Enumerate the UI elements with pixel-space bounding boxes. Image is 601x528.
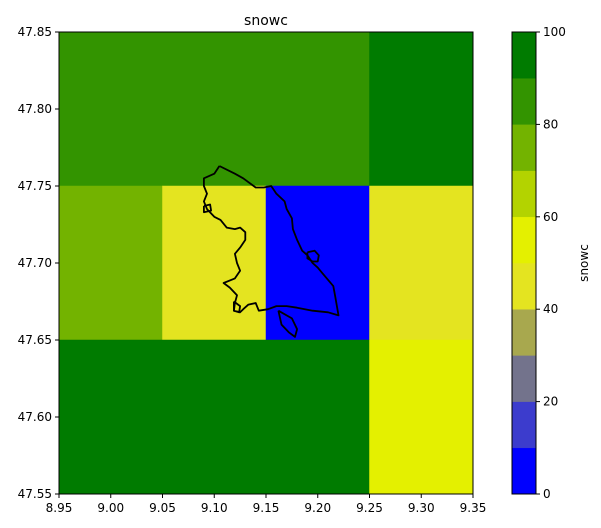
colorbar-band	[511, 262, 537, 310]
chart-title: snowc	[244, 13, 288, 29]
x-tick-label: 9.35	[460, 501, 487, 515]
x-tick-label: 8.95	[46, 501, 73, 515]
colorbar-band	[511, 124, 537, 171]
colorbar-band	[511, 355, 537, 402]
colorbar-band	[511, 401, 537, 449]
colorbar-frame	[511, 31, 537, 495]
y-tick-label: 47.70	[18, 256, 52, 270]
colorbar-axis: 0 20 40 60 80 100	[536, 25, 566, 501]
colorbar-band	[511, 308, 537, 356]
colorbar-tick-label: 40	[543, 302, 558, 316]
y-tick-label: 47.60	[18, 410, 52, 424]
y-tick-label: 47.65	[18, 333, 52, 347]
colorbar-tick-label: 20	[543, 395, 558, 409]
outline-loop	[277, 309, 298, 338]
colorbar	[511, 31, 537, 495]
colorbar-label: snowc	[577, 244, 591, 282]
y-tick-label: 47.75	[18, 179, 52, 193]
heatmap-cell	[162, 185, 267, 341]
x-tick-label: 9.30	[408, 501, 435, 515]
outline-loop	[203, 203, 212, 214]
colorbar-band	[511, 31, 537, 79]
heatmap-cell	[58, 339, 370, 495]
y-tick-label: 47.55	[18, 487, 52, 501]
colorbar-tick-label: 0	[543, 487, 551, 501]
x-axis: 8.95 9.00 9.05 9.10 9.15 9.20 9.25 9.30 9.35	[46, 494, 487, 515]
heatmap-cell	[265, 185, 370, 341]
heatmap-cell	[58, 185, 163, 341]
x-tick-label: 9.20	[304, 501, 331, 515]
region-outline	[203, 165, 340, 338]
y-axis: 47.55 47.60 47.65 47.70 47.75 47.80 47.85	[18, 25, 59, 501]
x-tick-label: 9.00	[97, 501, 124, 515]
x-tick-label: 9.10	[201, 501, 228, 515]
heatmap-cell	[369, 339, 474, 495]
x-tick-label: 9.25	[356, 501, 383, 515]
heatmap-cell	[369, 185, 474, 341]
colorbar-tick-label: 60	[543, 210, 558, 224]
colorbar-band	[511, 170, 537, 218]
y-tick-label: 47.80	[18, 102, 52, 116]
colorbar-tick-label: 80	[543, 117, 558, 131]
x-tick-label: 9.15	[253, 501, 280, 515]
heatmap-cell	[58, 31, 370, 187]
outline-loop	[233, 300, 241, 314]
outline-main	[203, 165, 340, 317]
colorbar-band	[511, 77, 537, 125]
outline-loop	[306, 249, 320, 263]
colorbar-band	[511, 447, 537, 495]
heatmap-cells	[58, 31, 474, 495]
y-tick-label: 47.85	[18, 25, 52, 39]
colorbar-tick-label: 100	[543, 25, 566, 39]
colorbar-band	[511, 216, 537, 264]
heatmap-cell	[369, 31, 474, 187]
x-tick-label: 9.05	[149, 501, 176, 515]
